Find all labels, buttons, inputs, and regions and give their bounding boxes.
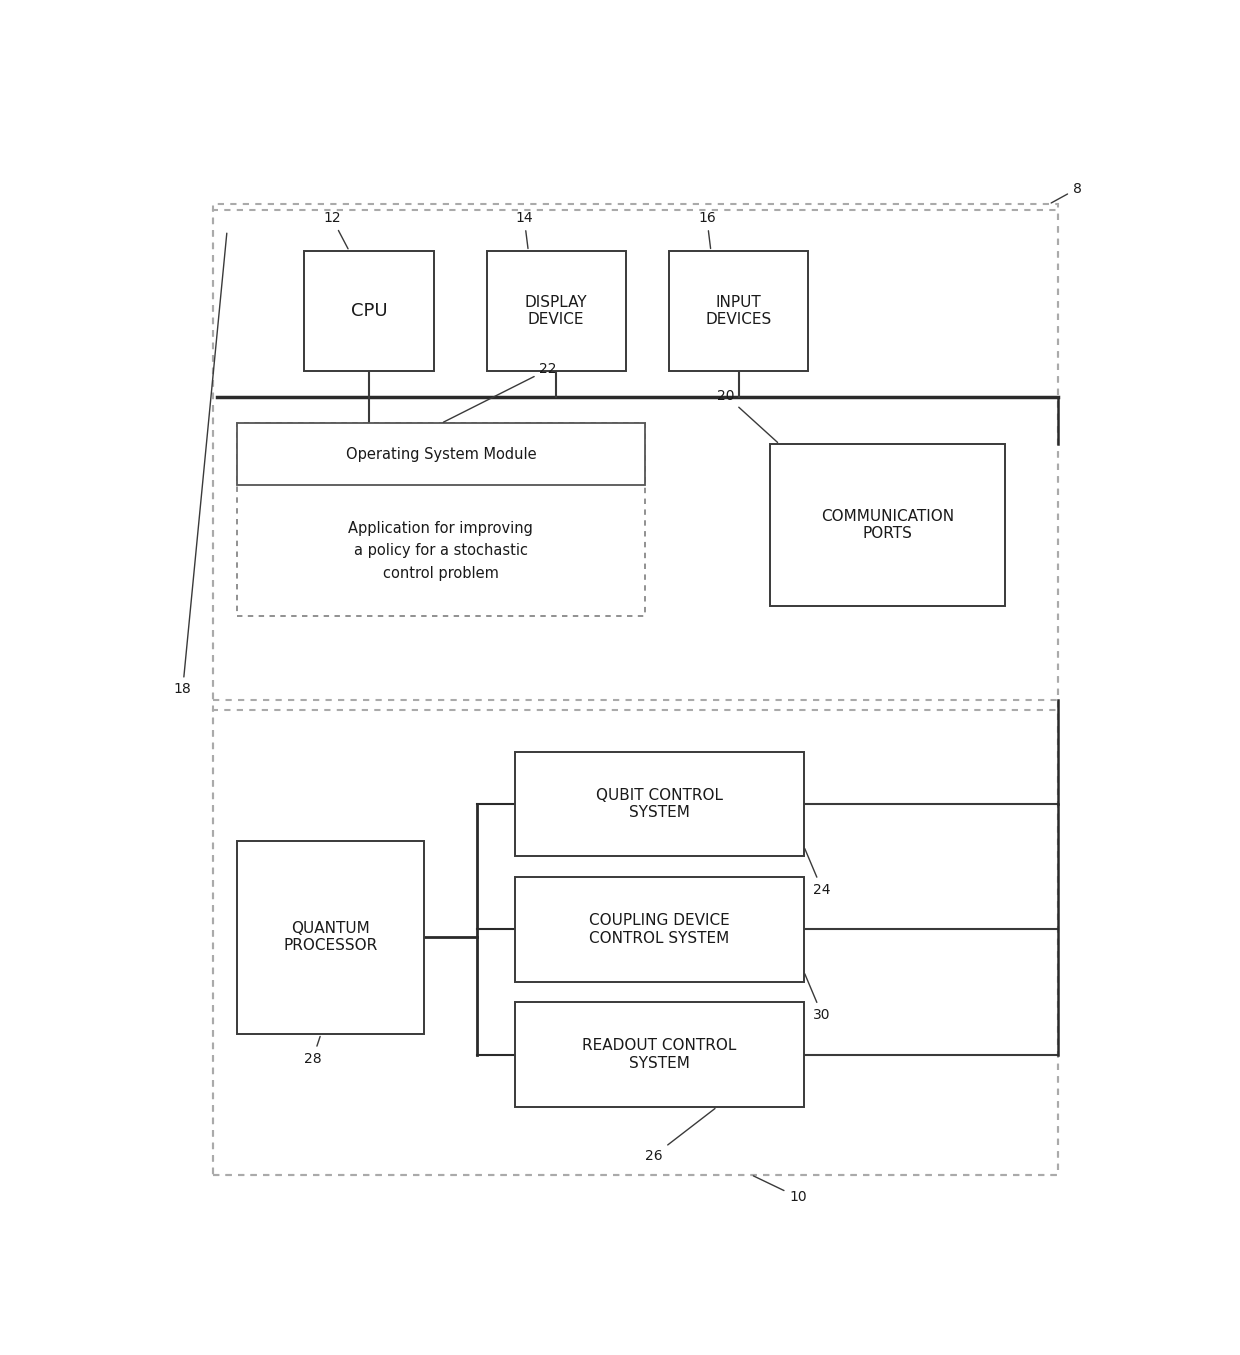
Text: 30: 30 bbox=[805, 974, 831, 1022]
Text: 26: 26 bbox=[645, 1108, 715, 1163]
Text: 8: 8 bbox=[1052, 182, 1081, 203]
Bar bbox=[213, 205, 1058, 1175]
Bar bbox=[237, 840, 424, 1034]
Bar bbox=[304, 251, 434, 371]
Bar bbox=[516, 1003, 804, 1107]
Text: 24: 24 bbox=[805, 848, 831, 897]
Text: 28: 28 bbox=[304, 1037, 321, 1065]
Text: 16: 16 bbox=[698, 211, 715, 248]
Text: CPU: CPU bbox=[351, 302, 387, 320]
Bar bbox=[213, 210, 1058, 701]
Text: QUBIT CONTROL
SYSTEM: QUBIT CONTROL SYSTEM bbox=[596, 789, 723, 821]
Bar bbox=[213, 710, 1058, 1175]
Text: COUPLING DEVICE
CONTROL SYSTEM: COUPLING DEVICE CONTROL SYSTEM bbox=[589, 913, 730, 946]
Text: COMMUNICATION
PORTS: COMMUNICATION PORTS bbox=[821, 509, 955, 542]
Text: QUANTUM
PROCESSOR: QUANTUM PROCESSOR bbox=[283, 921, 377, 954]
Bar bbox=[516, 877, 804, 981]
Text: Application for improving
a policy for a stochastic
control problem: Application for improving a policy for a… bbox=[348, 522, 533, 580]
Text: INPUT
DEVICES: INPUT DEVICES bbox=[706, 295, 773, 328]
Text: DISPLAY
DEVICE: DISPLAY DEVICE bbox=[525, 295, 588, 328]
Text: 14: 14 bbox=[516, 211, 533, 248]
Text: 12: 12 bbox=[324, 211, 348, 249]
Text: 10: 10 bbox=[754, 1176, 807, 1205]
Text: 20: 20 bbox=[717, 389, 777, 443]
Text: Operating System Module: Operating System Module bbox=[346, 447, 536, 462]
Bar bbox=[486, 251, 626, 371]
Bar bbox=[770, 444, 1006, 606]
Bar bbox=[516, 752, 804, 856]
Text: 22: 22 bbox=[444, 363, 557, 423]
Text: READOUT CONTROL
SYSTEM: READOUT CONTROL SYSTEM bbox=[583, 1038, 737, 1070]
Bar bbox=[237, 423, 645, 485]
Bar bbox=[237, 423, 645, 617]
Text: 18: 18 bbox=[174, 233, 227, 696]
Bar bbox=[670, 251, 808, 371]
